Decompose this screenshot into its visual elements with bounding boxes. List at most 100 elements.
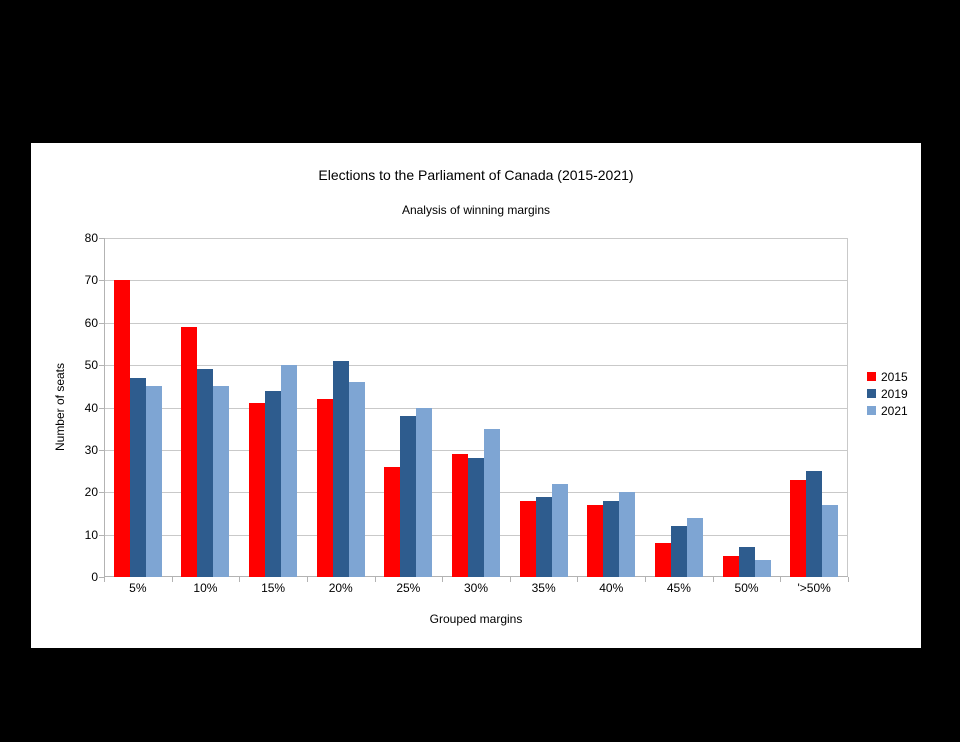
- x-tick-label: 5%: [129, 581, 147, 595]
- y-tick-label: 20: [84, 485, 98, 500]
- x-axis-title: Grouped margins: [429, 612, 523, 626]
- bar-group: [577, 238, 645, 577]
- x-tick: [848, 577, 849, 582]
- bar-2015: [587, 504, 604, 577]
- legend-swatch-2015: [867, 372, 876, 381]
- y-tick-label: 30: [84, 442, 98, 457]
- x-tick-label: 15%: [261, 581, 286, 595]
- x-tick: [374, 577, 376, 582]
- bar-2021: [281, 365, 298, 577]
- bar-2015: [654, 543, 671, 577]
- plot-border-right: [847, 238, 848, 577]
- y-tick-label: 50: [84, 358, 98, 373]
- x-tick-label: 45%: [666, 581, 691, 595]
- bar-2021: [483, 428, 500, 577]
- bar-2015: [249, 403, 266, 577]
- x-tick: [171, 577, 173, 582]
- y-tick: [99, 577, 104, 578]
- y-tick: [99, 322, 104, 324]
- legend-item-2015: 2015: [867, 368, 908, 385]
- bar-2019: [265, 390, 282, 577]
- y-tick: [99, 534, 104, 536]
- bar-group: [307, 238, 375, 577]
- bar-group: [713, 238, 781, 577]
- y-tick: [99, 449, 104, 451]
- x-tick-label: 40%: [599, 581, 624, 595]
- bar-2019: [738, 547, 755, 577]
- legend-label-2015: 2015: [881, 369, 908, 384]
- legend-label-2021: 2021: [881, 403, 908, 418]
- legend-swatch-2021: [867, 406, 876, 415]
- x-tick: [509, 577, 511, 582]
- bar-2019: [400, 415, 417, 577]
- x-tick: [780, 577, 782, 582]
- bar-2015: [384, 466, 401, 577]
- y-tick-label: 80: [84, 231, 98, 245]
- bar-2015: [519, 500, 536, 577]
- y-tick-label: 60: [84, 315, 98, 330]
- chart-canvas: Elections to the Parliament of Canada (2…: [31, 143, 921, 648]
- x-tick: [645, 577, 647, 582]
- gridline: [104, 365, 848, 367]
- bar-2015: [451, 454, 468, 577]
- bar-2019: [603, 500, 620, 577]
- chart-subtitle: Analysis of winning margins: [401, 203, 551, 217]
- x-tick: [239, 577, 241, 582]
- x-tick-label: 25%: [396, 581, 421, 595]
- bar-2021: [754, 560, 771, 577]
- x-tick: [712, 577, 714, 582]
- x-tick-label: 20%: [328, 581, 353, 595]
- x-tick: [577, 577, 579, 582]
- x-tick-label: 35%: [531, 581, 556, 595]
- bar-group: [510, 238, 578, 577]
- y-tick: [99, 492, 104, 494]
- bar-2021: [416, 407, 433, 577]
- y-tick-label: 0: [91, 570, 98, 584]
- bar-2021: [213, 386, 230, 577]
- x-tick: [442, 577, 444, 582]
- bar-group: [645, 238, 713, 577]
- bar-group: [375, 238, 443, 577]
- y-tick-label: 70: [84, 273, 98, 288]
- legend-label-2019: 2019: [881, 386, 908, 401]
- x-tick-label: 50%: [734, 581, 759, 595]
- bar-2019: [129, 377, 146, 577]
- bar-group: [442, 238, 510, 577]
- y-tick-label: 40: [84, 400, 98, 415]
- bar-2019: [670, 526, 687, 577]
- x-tick-label: 10%: [193, 581, 218, 595]
- legend-item-2019: 2019: [867, 385, 908, 402]
- bar-2015: [181, 327, 198, 577]
- x-tick-label: '>50%: [797, 581, 831, 595]
- bar-2021: [145, 386, 162, 577]
- x-tick: [104, 577, 105, 582]
- bar-2019: [467, 458, 484, 577]
- bar-group: [104, 238, 172, 577]
- bar-2019: [332, 360, 349, 577]
- bar-2021: [822, 504, 839, 577]
- bar-group: [239, 238, 307, 577]
- chart-title: Elections to the Parliament of Canada (2…: [318, 167, 634, 183]
- gridline: [104, 407, 848, 409]
- x-tick-label: 30%: [463, 581, 488, 595]
- y-axis-line: [104, 238, 105, 577]
- gridline: [104, 449, 848, 451]
- bar-2015: [316, 399, 333, 577]
- bar-2021: [619, 492, 636, 577]
- gridline: [104, 238, 848, 239]
- y-tick: [99, 280, 104, 282]
- plot-area: [99, 238, 849, 582]
- y-tick: [99, 407, 104, 409]
- legend-item-2021: 2021: [867, 402, 908, 419]
- bar-2019: [197, 369, 214, 577]
- bar-2021: [686, 517, 703, 577]
- bar-2015: [790, 479, 807, 577]
- bar-2021: [551, 483, 568, 577]
- legend-swatch-2019: [867, 389, 876, 398]
- chart-legend: 2015 2019 2021: [867, 368, 908, 419]
- bar-2021: [348, 382, 365, 577]
- bar-2015: [113, 280, 130, 577]
- y-tick-label: 10: [84, 527, 98, 542]
- y-tick: [99, 365, 104, 367]
- bar-group: [780, 238, 848, 577]
